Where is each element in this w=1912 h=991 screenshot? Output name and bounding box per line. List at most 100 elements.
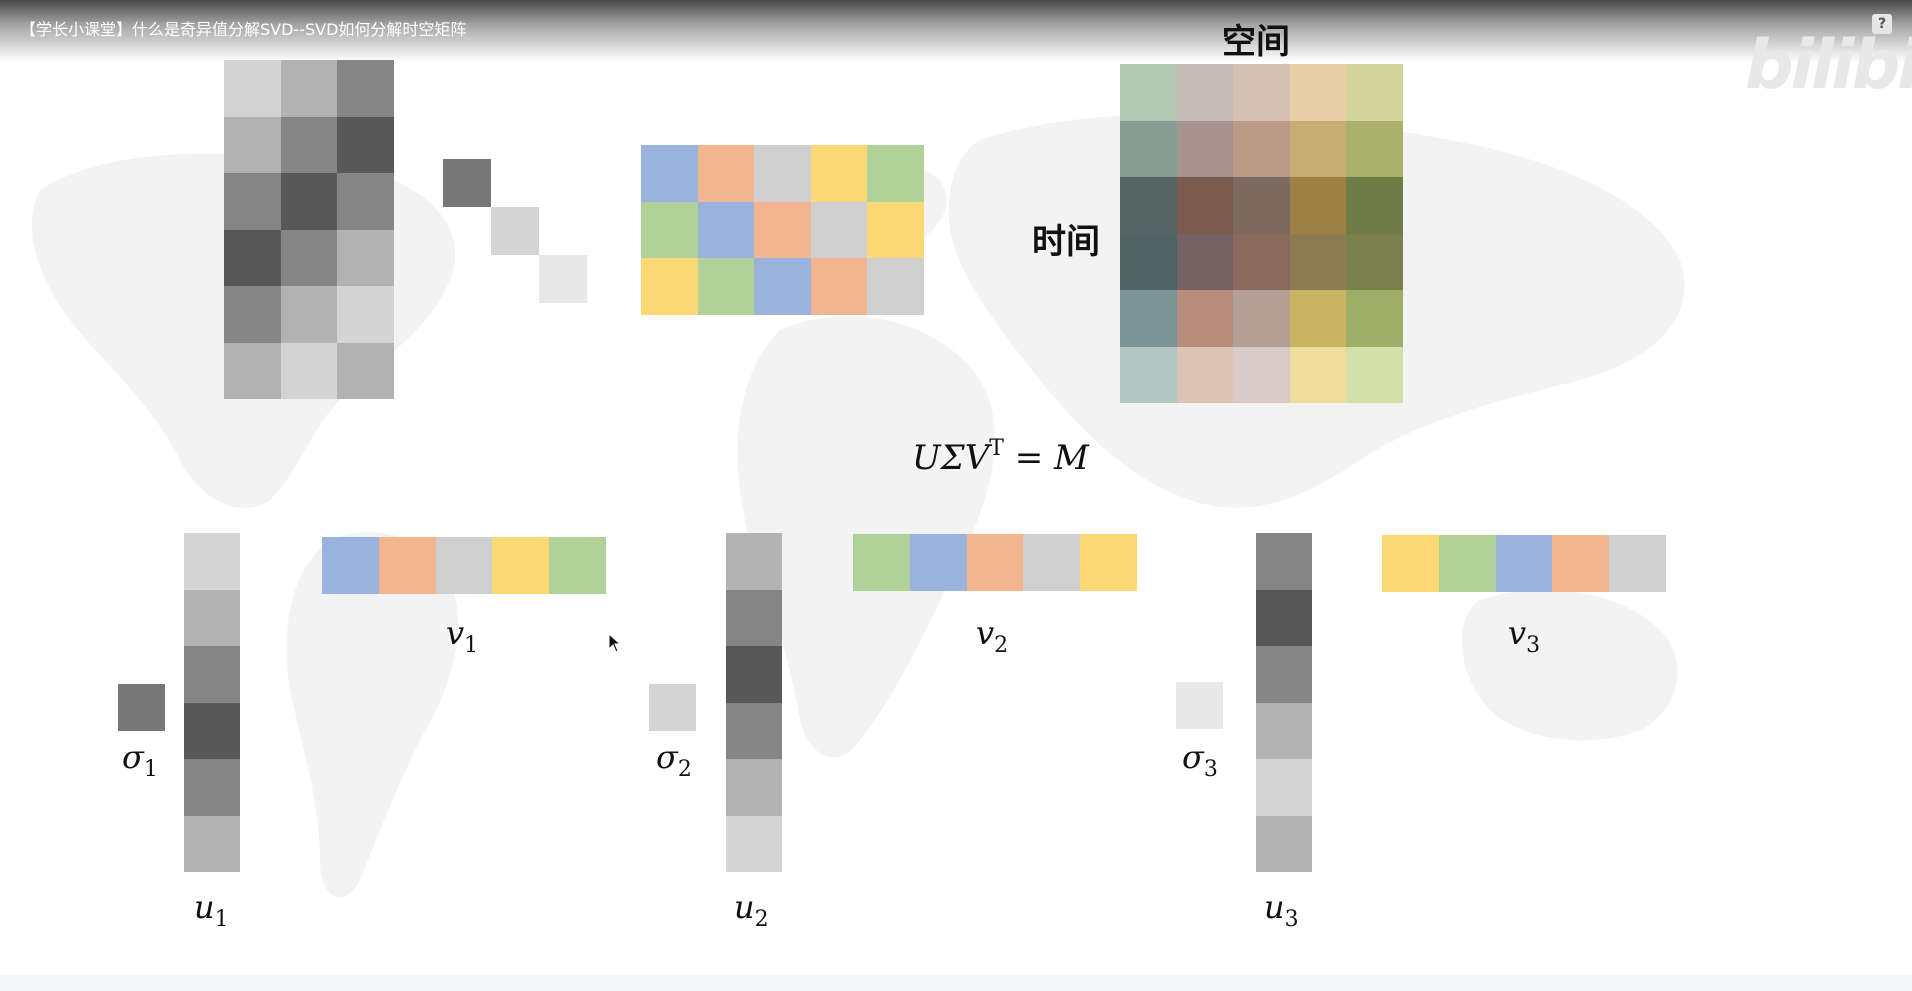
matrix-m-cell [1233,64,1290,121]
matrix-m-cell [1289,233,1346,290]
matrix-m-cell [1176,233,1233,290]
matrix-m-cell [1289,290,1346,347]
matrix-u-cell [280,286,337,343]
v2-cell [853,534,910,591]
sigma3-label: σ3 [1182,738,1218,782]
sigma2-label: σ2 [656,738,692,782]
u2-cell [726,815,782,872]
matrix-m-cell [1233,346,1290,403]
sigma1-label: σ1 [122,738,158,782]
matrix-sigma-cell [491,207,539,255]
v1-cell [322,537,379,594]
matrix-m-cell [1176,177,1233,234]
matrix-vt-cell [697,258,754,315]
u3-cell [1256,815,1312,872]
matrix-m-cell [1346,177,1403,234]
matrix-m-cell [1120,64,1177,121]
u3-cell [1256,646,1312,703]
video-title: 【学长小课堂】什么是奇异值分解SVD--SVD如何分解时空矩阵 [20,20,467,39]
equation-transpose: T [989,436,1004,461]
equation-main: UΣV [912,438,990,478]
v1-cell [378,537,436,594]
u1-cell [184,646,240,703]
u1-label: u1 [194,888,229,932]
help-icon[interactable]: ? [1872,14,1892,34]
matrix-m-cell [1176,120,1233,177]
v2-cell [909,534,967,591]
matrix-m-cell [1176,64,1233,121]
space-label: 空间 [1222,22,1290,62]
progress-strip[interactable] [0,975,1912,991]
u1-cell [184,533,240,590]
svd-equation: UΣVT = M [912,436,1089,478]
v2-cell [1023,534,1081,591]
matrix-m-cell [1176,290,1233,347]
matrix-vt-cell [641,201,698,258]
matrix-vt-cell [641,258,698,315]
matrix-u-cell [280,60,337,117]
matrix-m-cell [1176,346,1233,403]
v3-cell [1382,535,1439,592]
v1-label: v1 [446,614,479,658]
matrix-m-cell [1120,346,1177,403]
matrix-u-cell [224,60,281,117]
u3-cell [1256,702,1312,759]
matrix-u-cell [224,286,281,343]
u3-cell [1256,759,1312,816]
matrix-u-cell [337,116,394,173]
v2-cell [1080,534,1137,591]
matrix-u-cell [224,229,281,286]
u1-cell [184,589,240,646]
matrix-m-cell [1120,233,1177,290]
u1-cell [184,815,240,872]
matrix-vt-cell [697,201,754,258]
matrix-m-cell [1233,120,1290,177]
video-title-bar: 【学长小课堂】什么是奇异值分解SVD--SVD如何分解时空矩阵 [0,0,1912,62]
u2-cell [726,646,782,703]
v3-cell [1495,535,1553,592]
u2-label: u2 [734,888,769,932]
matrix-u-cell [280,116,337,173]
matrix-vt-cell [754,201,811,258]
matrix-vt-cell [810,258,867,315]
matrix-vt-cell [867,201,924,258]
matrix-m-cell [1346,290,1403,347]
matrix-m-cell [1346,120,1403,177]
matrix-vt-cell [754,145,811,202]
v3-cell [1609,535,1666,592]
time-label: 时间 [1032,222,1100,262]
bilibili-watermark: bilibili [1745,26,1912,105]
matrix-m-cell [1233,290,1290,347]
u2-cell [726,702,782,759]
matrix-m-cell [1289,177,1346,234]
v2-label: v2 [976,614,1009,658]
equation-rhs: = M [1003,438,1089,478]
matrix-vt-cell [754,258,811,315]
u3-cell [1256,589,1312,646]
matrix-m-cell [1289,120,1346,177]
matrix-vt-cell [810,145,867,202]
matrix-m-cell [1346,64,1403,121]
matrix-m-cell [1120,120,1177,177]
matrix-m-cell [1233,233,1290,290]
matrix-vt-cell [641,145,698,202]
matrix-m-cell [1233,177,1290,234]
matrix-u-cell [280,173,337,230]
matrix-u-cell [337,60,394,117]
u2-cell [726,533,782,590]
v1-cell [492,537,550,594]
matrix-u-cell [280,342,337,399]
matrix-u-cell [337,173,394,230]
matrix-u-cell [280,229,337,286]
matrix-vt-cell [810,201,867,258]
v2-cell [966,534,1024,591]
matrix-u-cell [224,173,281,230]
matrix-m-cell [1120,177,1177,234]
v1-cell [549,537,606,594]
u3-cell [1256,533,1312,590]
u2-cell [726,759,782,816]
matrix-m-cell [1120,290,1177,347]
matrix-sigma-cell [539,255,587,303]
mouse-cursor-icon [608,633,622,653]
